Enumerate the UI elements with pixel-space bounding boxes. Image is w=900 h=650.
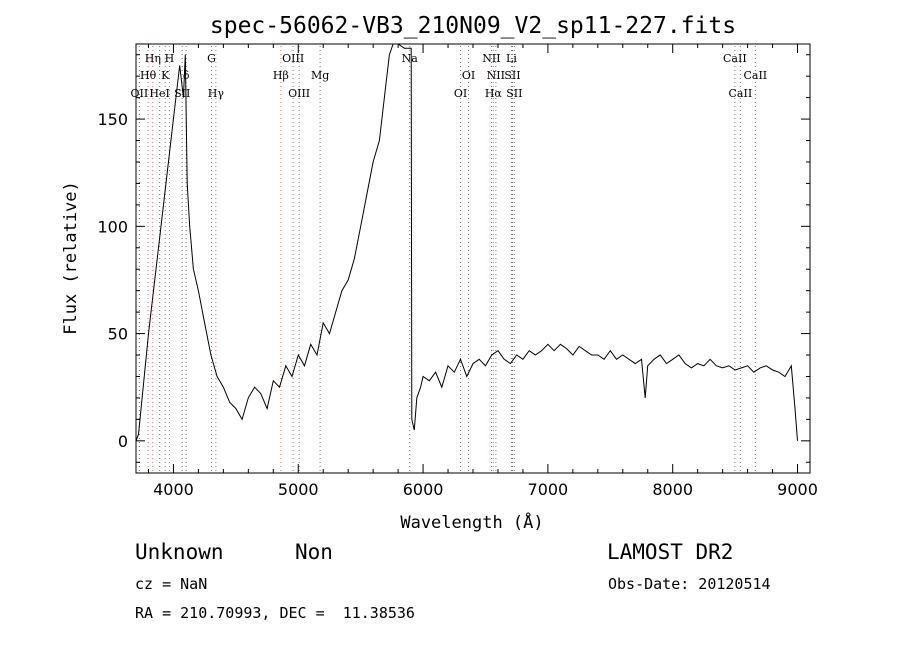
plot-frame	[135, 43, 811, 474]
line-label-19: Hα	[485, 87, 503, 100]
spectral-line-markers	[138, 46, 756, 471]
line-label-4: δ	[183, 69, 190, 82]
spectrum-line-0	[136, 44, 798, 441]
line-label-1: H	[165, 52, 175, 65]
y-tick-label-2: 100	[97, 217, 128, 236]
line-label-7: SII	[174, 87, 190, 100]
x-tick-label-1: 5000	[278, 480, 319, 499]
survey-name: LAMOST DR2	[607, 540, 734, 564]
ra-dec: RA = 210.70993, DEC = 11.38536	[135, 604, 415, 622]
y-tick-label-3: 150	[97, 110, 128, 129]
line-label-6: HeI	[149, 87, 169, 100]
line-label-14: Na	[402, 52, 419, 65]
line-label-2: Hθ	[140, 69, 157, 82]
line-label-9: Hγ	[208, 87, 225, 100]
x-tick-label-2: 6000	[403, 480, 444, 499]
line-label-15: OI	[454, 87, 467, 100]
axis-ticks	[136, 44, 810, 473]
line-label-17: NII	[482, 52, 500, 65]
line-label-11: Hβ	[273, 69, 289, 82]
line-label-25: CaII	[743, 69, 767, 82]
line-label-20: Li	[506, 52, 517, 65]
line-label-13: Mg	[311, 69, 329, 82]
line-label-22: SII	[506, 87, 522, 100]
spectrum-series	[136, 44, 798, 441]
line-label-23: CaII	[723, 52, 747, 65]
redshift-cz: cz = NaN	[135, 575, 208, 593]
x-tick-label-5: 9000	[777, 480, 818, 499]
y-tick-label-0: 0	[118, 432, 128, 451]
y-tick-label-1: 50	[108, 325, 128, 344]
line-label-3: K	[161, 69, 170, 82]
line-label-16: OI	[462, 69, 475, 82]
x-axis-label: Wavelength (Å)	[400, 511, 543, 533]
axis-tick-labels: 4000 5000 6000 7000 8000 9000 0 50 100 150	[97, 110, 817, 499]
x-tick-label-4: 8000	[652, 480, 693, 499]
line-label-12: OIII	[288, 87, 310, 100]
line-label-5: OII	[131, 87, 149, 100]
line-label-0: Hη	[145, 52, 161, 65]
x-tick-label-3: 7000	[528, 480, 569, 499]
x-tick-label-0: 4000	[153, 480, 194, 499]
chart-title: spec-56062-VB3_210N09_V2_sp11-227.fits	[210, 13, 736, 39]
line-label-10: OIII	[282, 52, 304, 65]
line-label-18: NII	[487, 69, 505, 82]
y-axis-label: Flux (relative)	[61, 181, 81, 335]
object-class: Unknown	[135, 540, 224, 564]
line-label-24: CaII	[729, 87, 753, 100]
line-label-8: G	[207, 52, 216, 65]
object-subclass: Non	[295, 540, 333, 564]
observation-date: Obs-Date: 20120514	[608, 575, 771, 593]
line-label-21: SII	[504, 69, 520, 82]
